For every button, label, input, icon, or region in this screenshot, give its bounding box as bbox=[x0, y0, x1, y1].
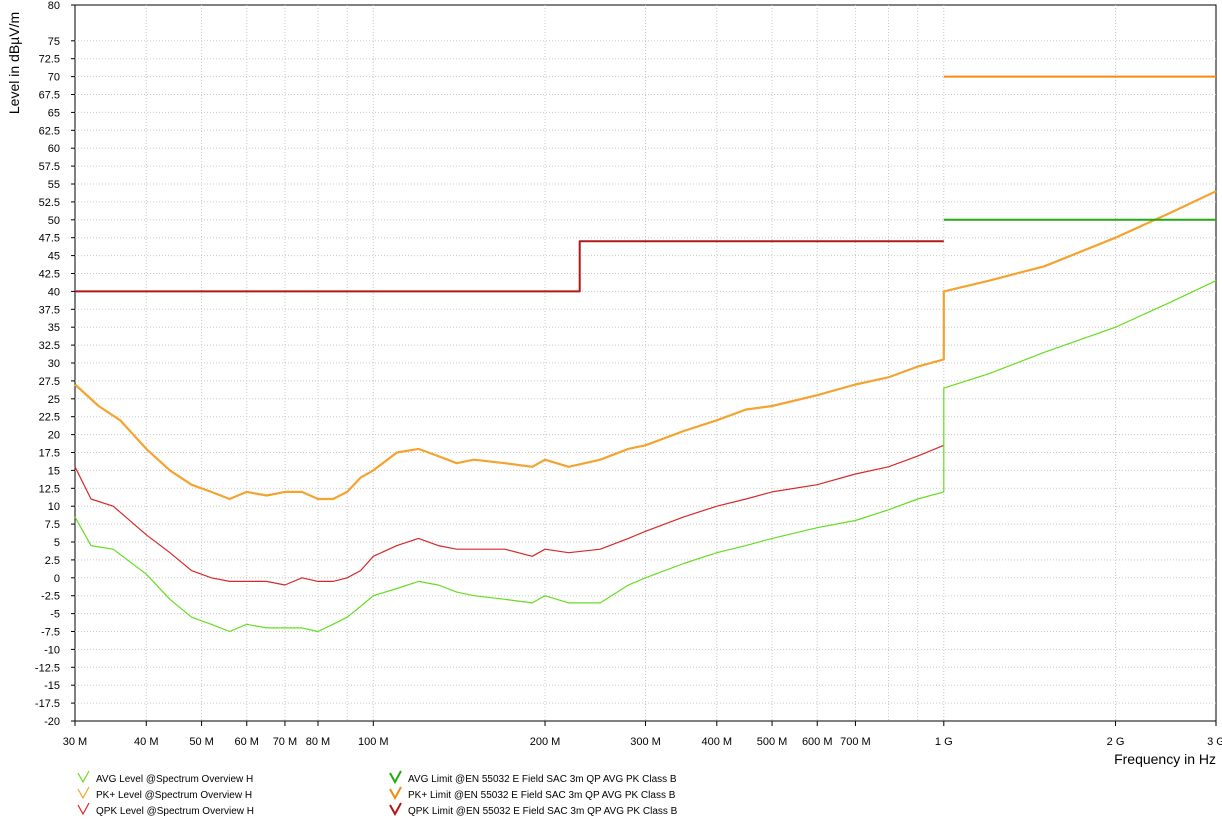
x-tick-label: 400 M bbox=[701, 736, 732, 748]
y-tick-label: -2.5 bbox=[41, 591, 60, 603]
y-tick-label: 72.5 bbox=[39, 54, 60, 66]
grid bbox=[75, 5, 1216, 721]
y-tick-label: -10 bbox=[44, 644, 60, 656]
x-tick-label: 40 M bbox=[134, 736, 158, 748]
y-tick-label: -17.5 bbox=[35, 698, 60, 710]
x-tick-label: 2 G bbox=[1107, 736, 1125, 748]
y-tick-label: 5 bbox=[54, 537, 60, 549]
legend-label: AVG Level @Spectrum Overview H bbox=[96, 774, 253, 785]
y-tick-label: 62.5 bbox=[39, 125, 60, 137]
y-tick-label: 65 bbox=[48, 107, 60, 119]
series-line bbox=[74, 444, 945, 586]
y-tick-label: 12.5 bbox=[39, 483, 60, 495]
y-tick-label: 17.5 bbox=[39, 448, 60, 460]
x-tick-label: 30 M bbox=[63, 736, 87, 748]
y-tick-label: -20 bbox=[44, 716, 60, 728]
legend-swatch bbox=[77, 802, 90, 816]
x-tick-label: 1 G bbox=[935, 736, 953, 748]
y-tick-label: 52.5 bbox=[39, 197, 60, 209]
y-tick-label: 7.5 bbox=[45, 519, 60, 531]
x-tick-label: 200 M bbox=[530, 736, 561, 748]
x-tick-label: 300 M bbox=[630, 736, 661, 748]
x-tick-label: 70 M bbox=[273, 736, 297, 748]
y-tick-label: 40 bbox=[48, 286, 60, 298]
legend-label: AVG Limit @EN 55032 E Field SAC 3m QP AV… bbox=[408, 774, 677, 785]
y-tick-label: 32.5 bbox=[39, 340, 60, 352]
y-tick-label: 35 bbox=[48, 322, 60, 334]
x-tick-label: 3 G bbox=[1207, 736, 1222, 748]
y-tick-label: 2.5 bbox=[45, 555, 60, 567]
y-tick-label: 55 bbox=[48, 179, 60, 191]
y-axis-title: Level in dBµV/m bbox=[6, 12, 22, 114]
series-line bbox=[74, 280, 1217, 633]
y-tick-label: 42.5 bbox=[39, 269, 60, 281]
x-axis-title: Frequency in Hz bbox=[1114, 751, 1216, 767]
x-tick-label: 500 M bbox=[757, 736, 788, 748]
y-tick-label: 80 bbox=[48, 0, 60, 12]
legend-label: QPK Limit @EN 55032 E Field SAC 3m QP AV… bbox=[408, 806, 678, 817]
y-tick-label: 57.5 bbox=[39, 161, 60, 173]
y-tick-label: 75 bbox=[48, 36, 60, 48]
legend: AVG Level @Spectrum Overview H PK+ Level … bbox=[77, 770, 678, 817]
series-line bbox=[74, 190, 1217, 501]
y-tick-label: 22.5 bbox=[39, 412, 60, 424]
y-tick-label: 10 bbox=[48, 501, 60, 513]
y-tick-label: 60 bbox=[48, 143, 60, 155]
x-tick-label: 700 M bbox=[840, 736, 871, 748]
y-tick-label: 27.5 bbox=[39, 376, 60, 388]
series-line bbox=[75, 240, 944, 293]
y-axis-ticks: 807572.57067.56562.56057.55552.55047.545… bbox=[35, 0, 75, 728]
legend-label: PK+ Limit @EN 55032 E Field SAC 3m QP AV… bbox=[408, 790, 676, 801]
x-tick-label: 50 M bbox=[189, 736, 213, 748]
y-tick-label: 47.5 bbox=[39, 233, 60, 245]
y-tick-label: 20 bbox=[48, 430, 60, 442]
legend-swatch bbox=[77, 786, 90, 800]
y-tick-label: 0 bbox=[54, 573, 60, 585]
y-tick-label: -12.5 bbox=[35, 662, 60, 674]
y-tick-label: 70 bbox=[48, 72, 60, 84]
legend-label: PK+ Level @Spectrum Overview H bbox=[96, 790, 252, 801]
y-tick-label: -7.5 bbox=[41, 627, 60, 639]
x-tick-label: 100 M bbox=[358, 736, 389, 748]
legend-swatch bbox=[389, 770, 402, 785]
x-tick-label: 600 M bbox=[802, 736, 833, 748]
y-tick-label: 25 bbox=[48, 394, 60, 406]
y-tick-label: 37.5 bbox=[39, 304, 60, 316]
legend-label: QPK Level @Spectrum Overview H bbox=[96, 806, 254, 817]
y-tick-label: 67.5 bbox=[39, 90, 60, 102]
y-tick-label: -5 bbox=[50, 609, 60, 621]
y-tick-label: -15 bbox=[44, 680, 60, 692]
y-tick-label: 45 bbox=[48, 251, 60, 263]
y-tick-label: 50 bbox=[48, 215, 60, 227]
y-tick-label: 30 bbox=[48, 358, 60, 370]
legend-swatch bbox=[389, 786, 402, 801]
x-tick-label: 60 M bbox=[235, 736, 259, 748]
x-axis-ticks: 30 M 40 M 50 M 60 M 70 M 80 M 100 M 200 M 300 M 4… bbox=[63, 721, 1222, 748]
series-group bbox=[74, 75, 1217, 633]
x-tick-label: 80 M bbox=[306, 736, 330, 748]
legend-swatch bbox=[389, 802, 402, 817]
y-tick-label: 15 bbox=[48, 465, 60, 477]
legend-swatch bbox=[77, 770, 90, 784]
